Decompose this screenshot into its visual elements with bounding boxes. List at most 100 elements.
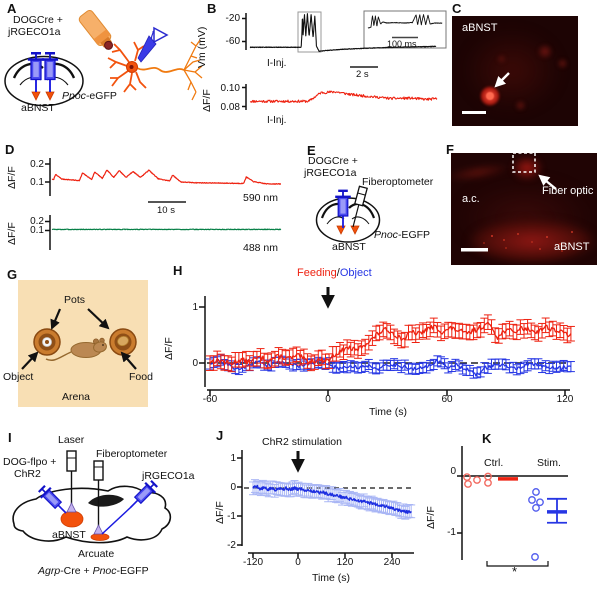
d-tick: 0.2	[30, 216, 44, 227]
cell-arrow-icon	[494, 72, 510, 88]
image-region-label: aBNST	[554, 241, 590, 253]
d-tick: 0.1	[30, 177, 44, 188]
panel-f-label: F	[446, 142, 454, 157]
abnst-target-right	[350, 225, 360, 235]
pots-arrow-right-icon	[87, 308, 110, 330]
j-ytick: 0	[230, 482, 236, 493]
axon	[136, 66, 185, 73]
fiberoptometer-label: Fiberoptometer	[362, 176, 434, 188]
panel-a-label: A	[7, 1, 17, 16]
legend-object: Object	[339, 267, 372, 279]
mouse-icon	[45, 337, 107, 362]
dff-axis-label: ΔF/F	[425, 506, 437, 529]
abnst-label: aBNST	[332, 241, 366, 253]
fiber-line	[352, 203, 360, 228]
arena-arrows	[21, 308, 137, 370]
pots-label: Pots	[64, 294, 86, 306]
needle-extension	[101, 507, 131, 535]
genotype-gene2: Pnoc	[92, 565, 117, 577]
objective-icon	[78, 10, 114, 50]
abnst-label: aBNST	[52, 529, 86, 541]
object-label: Object	[3, 371, 34, 383]
k-ytick: 0	[450, 466, 456, 477]
arena-schematic	[18, 280, 148, 407]
fiber-arrow-icon	[538, 174, 557, 190]
inset-scale-label: 100 ms	[387, 38, 417, 49]
wavelength-488-label: 488 nm	[243, 242, 279, 254]
chart-j	[249, 479, 416, 520]
abnst-target	[60, 510, 84, 528]
time-scale-label: 10 s	[157, 205, 175, 216]
chart-b_inset	[367, 14, 443, 29]
image-haze	[462, 28, 562, 113]
j-ytick: 1	[230, 453, 236, 464]
fiberoptometer-icon	[93, 460, 104, 528]
neuron-icon	[107, 41, 147, 93]
fluorescence-image-abnst-fiber	[451, 153, 597, 265]
chart-d_488	[51, 228, 282, 231]
dff-tick-008: 0.08	[220, 101, 240, 113]
panel-i-label: I	[8, 430, 12, 445]
group-ctrl-label: Ctrl.	[484, 457, 504, 469]
genotype-label: Agrp-Cre + Pnoc-EGFP	[38, 565, 149, 577]
panel-j-axes	[237, 450, 414, 558]
chart-b_vm	[249, 13, 437, 53]
fiber-optic-label: Fiber optic	[542, 185, 594, 197]
fiberoptometer-icon	[354, 185, 368, 207]
laser-label: Laser	[58, 434, 85, 446]
panel-d-axes	[45, 158, 51, 250]
reporter-suffix: -eGFP	[85, 90, 117, 102]
h-ytick: 0	[192, 358, 198, 369]
hippocampus-shape	[88, 494, 124, 507]
speckles	[491, 235, 493, 237]
j-ytick: -2	[227, 540, 236, 551]
image-region-label: aBNST	[462, 22, 498, 34]
brain-schematic-coronal-a	[4, 52, 84, 107]
inset-box	[363, 10, 447, 49]
brain-schematic-coronal-e	[315, 185, 381, 243]
image-f-scalebar	[461, 248, 488, 252]
fiber-tip	[93, 524, 104, 535]
panel-k-label: K	[482, 431, 492, 446]
time-axis-label: Time (s)	[368, 406, 408, 418]
reporter-gene: Pnoc	[62, 90, 86, 102]
fluorescence-image-abnst-cell	[452, 16, 578, 126]
food-icon	[117, 335, 129, 347]
vm-axis-label: Vm (mV)	[196, 26, 208, 68]
d-tick: 0.1	[30, 225, 44, 236]
pots-arrow-left-icon	[50, 308, 62, 330]
dff-tick-010: 0.10	[220, 82, 240, 94]
arcuate-target	[90, 533, 110, 541]
virus-label-line1: DOGCre +	[13, 14, 63, 26]
dff-axis-label: ΔF/F	[6, 222, 18, 245]
arena-label: Arena	[62, 391, 91, 403]
legend-separator: /	[336, 267, 340, 279]
panel-d-label: D	[5, 142, 15, 157]
legend-feeding: Feeding	[297, 267, 337, 279]
chart-b_df	[249, 90, 438, 103]
neuron-nucleus	[129, 65, 134, 69]
wavelength-590-label: 590 nm	[243, 192, 279, 204]
time-axis-label: Time (s)	[311, 572, 351, 584]
virus2-label: jRGECO1a	[142, 470, 195, 482]
virus-label-line2: jRGECO1a	[304, 167, 357, 179]
chart-k	[463, 472, 567, 561]
amplifier-icon	[153, 26, 169, 44]
abnst-fluorescence-band	[469, 219, 595, 263]
brain-schematic-sagittal	[12, 450, 172, 544]
abnst-target-right	[45, 91, 55, 101]
virus1-label-line2: ChR2	[14, 468, 41, 480]
dff-axis-label: ΔF/F	[163, 337, 175, 360]
d-tick: 0.2	[30, 159, 44, 170]
bright-cell-core	[486, 92, 494, 100]
significance-asterisk: *	[512, 564, 518, 579]
significance-bracket	[486, 561, 549, 567]
time-scale-label: 2 s	[356, 69, 369, 80]
genotype-mid: -Cre +	[60, 565, 93, 577]
h-xtick: 60	[441, 394, 453, 405]
chart-d_590	[51, 169, 282, 185]
object-arrow-icon	[21, 351, 39, 370]
burst-zoom-source-box	[297, 11, 322, 53]
